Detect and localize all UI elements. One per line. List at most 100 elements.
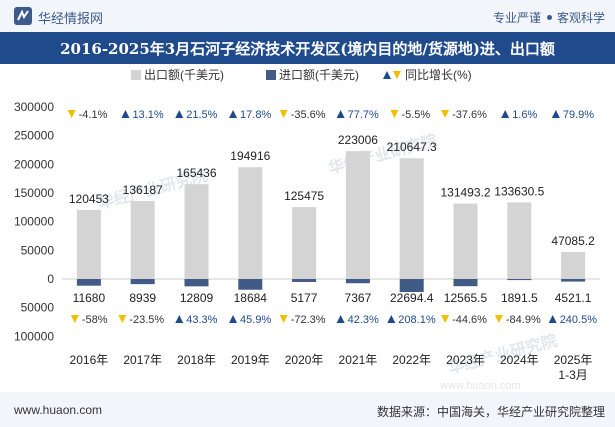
legend-export-swatch xyxy=(131,70,141,80)
import-growth-label: 45.9% xyxy=(240,314,271,326)
tagline: 专业严谨 客观科学 xyxy=(493,9,605,26)
import-growth-label: 42.3% xyxy=(348,314,379,326)
import-bar xyxy=(238,279,263,290)
x-tick-label: 2016年 xyxy=(70,353,109,367)
x-tick-label: 2023年 xyxy=(446,353,485,367)
import-growth-down-icon xyxy=(494,315,503,323)
legend-up-triangle-icon xyxy=(383,71,391,79)
export-growth-label: 77.7% xyxy=(348,109,379,121)
export-growth-up-icon xyxy=(501,110,510,118)
x-tick-label: 2019年 xyxy=(231,353,270,367)
export-growth-label: 79.9% xyxy=(563,109,594,121)
export-bar xyxy=(453,203,478,279)
import-growth-up-icon xyxy=(387,315,396,323)
import-growth-down-icon xyxy=(118,315,127,323)
huajing-logo-icon xyxy=(14,7,32,25)
import-bar xyxy=(292,279,317,282)
import-value-label: 5177 xyxy=(291,291,318,305)
export-bar xyxy=(238,167,263,279)
x-tick-label: 2020年 xyxy=(285,353,324,367)
export-value-label: 47085.2 xyxy=(551,234,595,248)
import-value-label: 18684 xyxy=(234,291,268,305)
y-tick-label: 250000 xyxy=(14,129,54,143)
data-source: 数据来源：中国海关，华经产业研究院整理 xyxy=(376,405,605,419)
export-bar xyxy=(399,158,424,279)
export-value-label: 194916 xyxy=(230,149,270,163)
y-tick-label: 150000 xyxy=(14,186,54,200)
logo-text: 华经情报网 xyxy=(38,11,104,26)
export-growth-down-icon xyxy=(390,110,399,118)
export-growth-label: -37.6% xyxy=(452,109,487,121)
export-value-label: 120453 xyxy=(69,192,109,206)
chart-title: 2016-2025年3月石河子经济技术开发区(境内目的地/货源地)进、出口额 xyxy=(60,40,555,58)
export-growth-down-icon xyxy=(279,110,288,118)
import-growth-label: -44.6% xyxy=(452,314,487,326)
import-growth-down-icon xyxy=(279,315,288,323)
import-growth-label: -23.5% xyxy=(129,314,164,326)
export-growth-up-icon xyxy=(336,110,345,118)
export-value-label: 210647.3 xyxy=(387,140,437,154)
import-growth-label: -84.9% xyxy=(506,314,541,326)
title-bar: 2016-2025年3月石河子经济技术开发区(境内目的地/货源地)进、出口额 xyxy=(0,32,615,64)
export-value-label: 131493.2 xyxy=(440,186,490,200)
import-growth-label: -72.3% xyxy=(291,314,326,326)
tagline-a: 专业严谨 xyxy=(492,11,541,25)
export-bar xyxy=(184,184,209,279)
import-growth-up-icon xyxy=(229,315,238,323)
import-value-label: 1891.5 xyxy=(501,291,538,305)
legend-export-label: 出口额(千美元) xyxy=(144,68,224,82)
import-value-label: 22694.4 xyxy=(390,291,434,305)
legend-down-triangle-icon xyxy=(393,71,401,79)
export-growth-up-icon xyxy=(229,110,238,118)
import-growth-down-icon xyxy=(70,315,79,323)
import-growth-down-icon xyxy=(441,315,450,323)
export-growth-up-icon xyxy=(551,110,560,118)
export-value-label: 125475 xyxy=(284,189,324,203)
x-tick-label: 2021年 xyxy=(339,353,378,367)
export-bar xyxy=(130,200,155,279)
export-value-label: 136187 xyxy=(123,183,163,197)
import-bar xyxy=(507,279,532,281)
export-growth-up-icon xyxy=(175,110,184,118)
import-growth-label: 43.3% xyxy=(186,314,217,326)
export-bar xyxy=(292,207,317,279)
x-tick-label: 2017年 xyxy=(123,353,162,367)
footer: www.huaon.com 数据来源：中国海关，华经产业研究院整理 xyxy=(0,392,615,427)
legend-import-swatch xyxy=(266,70,276,80)
x-tick-label: 2024年 xyxy=(500,353,539,367)
top-bar: 华经情报网 专业严谨 客观科学 xyxy=(0,0,615,32)
import-value-label: 7367 xyxy=(345,291,372,305)
export-growth-label: 21.5% xyxy=(186,109,217,121)
export-bar xyxy=(561,252,586,279)
import-value-label: 12809 xyxy=(180,291,214,305)
export-growth-down-icon xyxy=(67,110,76,118)
y-tick-label: 50000 xyxy=(21,301,55,315)
export-bar xyxy=(345,151,370,279)
x-tick-label: 1-3月 xyxy=(558,368,587,382)
export-value-label: 133630.5 xyxy=(494,184,544,198)
import-value-label: 8939 xyxy=(129,291,156,305)
import-bar xyxy=(345,279,370,284)
y-tick-label: 50000 xyxy=(21,243,55,257)
export-growth-label: 17.8% xyxy=(240,109,271,121)
import-growth-up-icon xyxy=(336,315,345,323)
import-value-label: 4521.1 xyxy=(555,291,592,305)
import-bar xyxy=(453,279,478,287)
import-bar xyxy=(561,279,586,282)
export-value-label: 223006 xyxy=(338,133,378,147)
import-value-label: 12565.5 xyxy=(444,291,488,305)
export-growth-label: -5.5% xyxy=(401,109,430,121)
x-tick-label: 2022年 xyxy=(392,353,431,367)
export-growth-label: 1.6% xyxy=(512,109,537,121)
y-tick-label: 100000 xyxy=(14,329,54,343)
footer-website[interactable]: www.huaon.com xyxy=(14,403,103,417)
x-tick-label: 2025年 xyxy=(554,353,593,367)
import-growth-up-icon xyxy=(175,315,184,323)
y-tick-label: 200000 xyxy=(14,157,54,171)
y-tick-label: 0 xyxy=(47,272,54,286)
export-growth-label: -4.1% xyxy=(79,109,108,121)
y-tick-label: 100000 xyxy=(14,215,54,229)
export-growth-down-icon xyxy=(441,110,450,118)
import-bar xyxy=(399,279,424,293)
legend-import-label: 进口额(千美元) xyxy=(279,68,359,82)
